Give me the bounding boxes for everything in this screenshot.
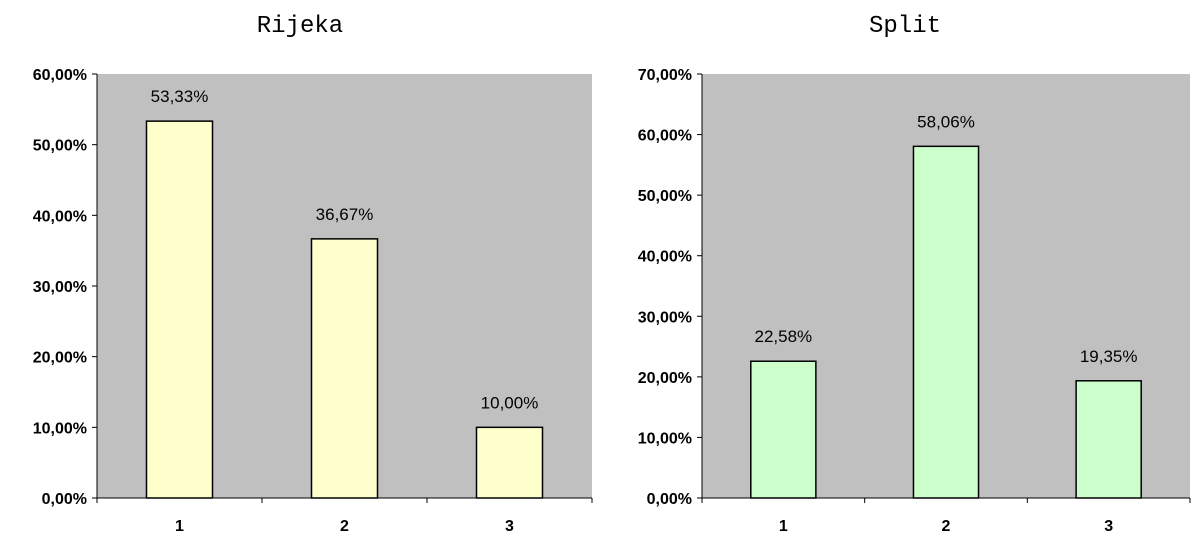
y-tick-label: 10,00% [638, 430, 692, 447]
plot-area: 0,00% 10,00% 20,00% 30,00% 40,00% 50,00% 60,00… [638, 67, 1191, 535]
y-tick-label: 70,00% [638, 67, 692, 84]
bar [750, 360, 817, 499]
data-label: 22,58% [754, 327, 812, 346]
chart-title: Rijeka [257, 13, 343, 40]
x-tick-label: 3 [505, 518, 514, 535]
y-tick-label: 30,00% [638, 309, 692, 326]
x-tick-label: 1 [175, 518, 184, 535]
y-tick-label: 0,00% [647, 491, 692, 508]
plot-area: 0,00% 10,00% 20,00% 30,00% 40,00% 50,00% 60,00… [33, 67, 593, 535]
y-tick-label: 50,00% [33, 138, 87, 155]
y-tick-label: 40,00% [638, 249, 692, 266]
y-tick-label: 40,00% [33, 208, 87, 225]
y-tick-label: 10,00% [33, 420, 87, 437]
x-tick-label: 2 [942, 518, 951, 535]
y-tick-label: 20,00% [33, 350, 87, 367]
bar [1075, 380, 1142, 499]
data-label: 19,35% [1080, 347, 1138, 366]
y-tick-label: 60,00% [638, 128, 692, 145]
data-label: 58,06% [917, 112, 975, 131]
data-label: 36,67% [316, 205, 374, 224]
x-tick-label: 1 [779, 518, 788, 535]
data-label: 53,33% [151, 87, 209, 106]
bar [145, 120, 214, 499]
bar [475, 426, 544, 499]
data-label: 10,00% [481, 393, 539, 412]
x-tick-label: 3 [1104, 518, 1113, 535]
bar [912, 145, 980, 499]
chart-title: Split [869, 13, 941, 40]
y-tick-label: 20,00% [638, 370, 692, 387]
chart-rijeka: Rijeka 0,00% 10,00% 20,00% 30,00% 40,00% 50,0… [33, 13, 593, 535]
x-tick-label: 2 [340, 518, 349, 535]
y-tick-label: 50,00% [638, 188, 692, 205]
y-tick-label: 30,00% [33, 279, 87, 296]
bar [310, 238, 379, 499]
chart-split: Split 0,00% 10,00% 20,00% 30,00% 40,00% 50,00… [638, 13, 1191, 535]
y-tick-label: 60,00% [33, 67, 87, 84]
y-tick-label: 0,00% [42, 491, 87, 508]
